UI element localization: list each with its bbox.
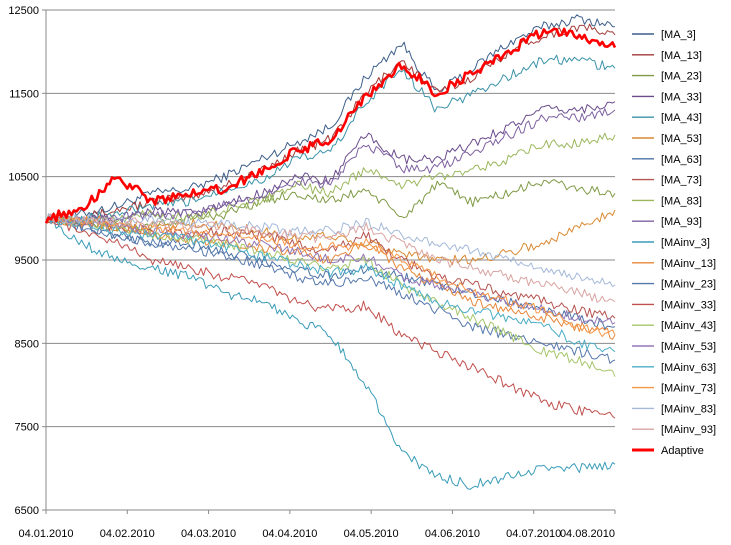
x-tick-label: 04.03.2010 [181, 528, 236, 540]
legend-label: [MAinv_3] [661, 237, 710, 249]
series-line [45, 213, 616, 288]
x-tick-label: 04.07.2010 [506, 528, 561, 540]
x-tick-label: 04.04.2010 [262, 528, 317, 540]
series-line [45, 215, 616, 490]
x-tick-label: 04.01.2010 [18, 528, 73, 540]
legend-label: [MAinv_33] [661, 299, 716, 311]
legend-label: [MA_73] [661, 175, 702, 187]
legend-label: [MA_23] [661, 71, 702, 83]
series-line [45, 14, 616, 224]
series-line [45, 213, 616, 303]
legend-label: [MA_63] [661, 154, 702, 166]
legend-label: [MAinv_23] [661, 279, 716, 291]
legend-label: [MAinv_53] [661, 341, 716, 353]
series-line [45, 215, 616, 353]
legend-label: [MAinv_83] [661, 403, 716, 415]
y-tick-label: 8500 [15, 338, 39, 350]
legend-label: [MA_53] [661, 133, 702, 145]
legend-label: [MA_93] [661, 216, 702, 228]
series-line [45, 221, 616, 419]
legend-label: [MA_83] [661, 195, 702, 207]
legend-label: [MA_33] [661, 91, 702, 103]
y-tick-label: 10500 [8, 172, 39, 184]
legend-label: [MAinv_73] [661, 383, 716, 395]
series-line [45, 213, 616, 377]
legend-label: [MAinv_93] [661, 424, 716, 436]
series-line [45, 215, 616, 340]
legend-label: Adaptive [661, 445, 704, 457]
legend-label: [MAinv_43] [661, 320, 716, 332]
x-tick-label: 04.06.2010 [425, 528, 480, 540]
y-tick-label: 7500 [15, 422, 39, 434]
legend-label: [MA_13] [661, 50, 702, 62]
series-line [45, 214, 616, 320]
x-tick-label: 04.08.2010 [560, 528, 615, 540]
y-tick-label: 12500 [8, 5, 39, 17]
series-line [45, 214, 616, 364]
x-tick-label: 04.05.2010 [344, 528, 399, 540]
series-line [45, 108, 616, 226]
y-tick-label: 9500 [15, 255, 39, 267]
y-tick-label: 11500 [9, 88, 39, 100]
legend-label: [MA_43] [661, 112, 702, 124]
series-line [44, 27, 617, 224]
y-tick-label: 6500 [15, 505, 39, 517]
legend-label: [MAinv_63] [661, 362, 716, 374]
series-line [45, 54, 616, 224]
legend-label: [MA_3] [661, 29, 696, 41]
legend: [MA_3] [MA_13] [MA_23] [MA_33] [MA_43] [MA_53… [632, 29, 716, 457]
legend-label: [MAinv_13] [661, 258, 716, 270]
axes: 6500 7500 8500 9500 10500 11500 12500 04.01.201… [8, 5, 616, 540]
series-line [45, 101, 616, 224]
series-lines [44, 14, 617, 490]
x-tick-label: 04.02.2010 [100, 528, 155, 540]
series-line [45, 213, 616, 338]
gridlines [46, 9, 615, 511]
